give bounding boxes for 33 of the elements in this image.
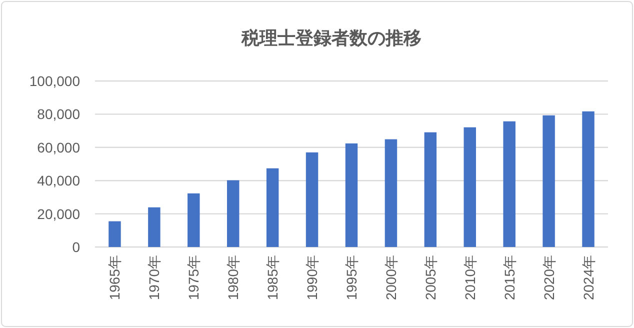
bar: [464, 127, 476, 247]
x-tick-label: 1995年: [344, 255, 360, 300]
bar: [345, 143, 358, 247]
y-tick-label: 60,000: [37, 139, 80, 156]
bar: [188, 193, 200, 247]
bar: [582, 111, 594, 247]
x-tick-label: 1980年: [225, 255, 242, 300]
bar: [542, 115, 555, 247]
x-tick-label: 1970年: [146, 255, 162, 300]
x-tick-label: 2005年: [422, 255, 438, 300]
chart-title: 税理士登録者数の推移: [240, 28, 422, 48]
bar: [227, 180, 240, 247]
bar: [503, 121, 516, 247]
x-tick-label: 2024年: [580, 255, 596, 300]
x-tick-label: 2000年: [382, 255, 399, 300]
x-tick-label: 2020年: [540, 255, 557, 300]
y-tick-label: 100,000: [29, 73, 80, 89]
x-tick-label: 1990年: [304, 255, 320, 300]
bar: [148, 207, 160, 247]
bar: [266, 168, 279, 247]
bar: [108, 221, 121, 247]
x-tick-label: 1985年: [264, 255, 281, 300]
bar: [384, 139, 398, 247]
y-tick-label: 20,000: [37, 206, 80, 222]
x-tick-label: 2015年: [501, 255, 518, 300]
x-tick-label: 1975年: [186, 255, 202, 300]
x-tick-label: 2010年: [462, 255, 478, 300]
y-tick-label: 40,000: [37, 172, 80, 189]
bar: [306, 152, 318, 247]
x-tick-label: 1965年: [106, 255, 123, 300]
bar: [424, 132, 437, 247]
y-tick-label: 0: [72, 239, 80, 255]
y-tick-label: 80,000: [37, 106, 80, 122]
